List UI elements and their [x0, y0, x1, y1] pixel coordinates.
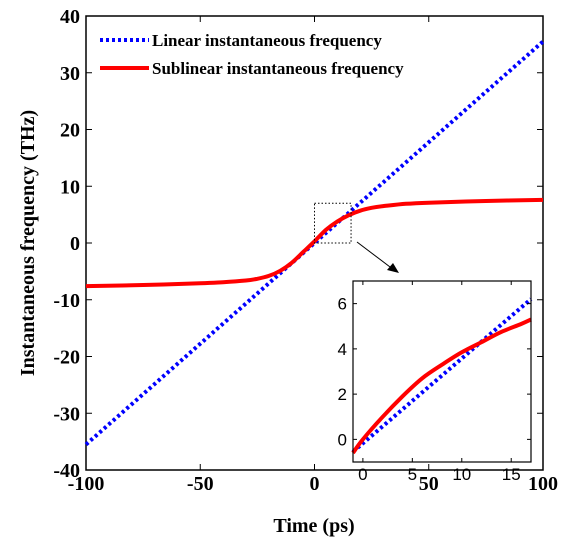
inset-y-axis-ticks: 0 2 4 6	[338, 295, 531, 449]
x-tick-label: 0	[310, 473, 320, 495]
main-series-group	[84, 39, 545, 447]
x-tick-label: 100	[528, 473, 558, 495]
y-tick-label: -40	[53, 460, 80, 482]
inset-x-tick-label: 15	[502, 465, 521, 484]
y-tick-label: -10	[53, 290, 80, 312]
x-tick-label: -50	[187, 473, 214, 495]
y-tick-label: 30	[60, 63, 80, 85]
legend-label-sublinear: Sublinear instantaneous frequency	[152, 59, 404, 78]
inset-y-tick-label: 6	[338, 295, 347, 314]
inset-series-line-sublinear	[351, 317, 532, 455]
x-axis-title: Time (ps)	[273, 515, 354, 537]
inset-background	[353, 281, 531, 462]
inset-x-axis-ticks: 0 5 10 15	[358, 281, 521, 484]
y-tick-label: 10	[60, 176, 80, 198]
y-tick-label: 0	[70, 233, 80, 255]
legend-label-linear: Linear instantaneous frequency	[152, 31, 382, 50]
inset-x-tick-label: 5	[408, 465, 417, 484]
zoom-arrow-head	[387, 263, 399, 273]
y-tick-label: -20	[53, 347, 80, 369]
zoom-arrow-line	[356, 241, 395, 271]
zoom-box	[314, 202, 352, 244]
inset-y-tick-label: 4	[338, 340, 347, 359]
inset-frame	[352, 280, 532, 463]
inset-y-tick-label: 2	[338, 385, 347, 404]
x-axis-ticks: -100 -50 0 50 100	[68, 16, 558, 495]
x-tick-label: 50	[419, 473, 439, 495]
x-tick-label: -100	[68, 473, 105, 495]
inset-x-tick-label: 10	[452, 465, 471, 484]
y-tick-label: 20	[60, 120, 80, 142]
inset-x-tick-label: 0	[358, 465, 367, 484]
inset-series-group	[351, 297, 533, 455]
series-line-sublinear	[85, 197, 544, 289]
legend: Linear instantaneous frequency Sublinear…	[100, 31, 404, 78]
y-tick-label: -30	[53, 403, 80, 425]
inset-y-tick-label: 0	[338, 430, 347, 449]
y-tick-label: 40	[60, 6, 80, 28]
y-axis-title: Instantaneous frequency (THz)	[17, 110, 39, 376]
